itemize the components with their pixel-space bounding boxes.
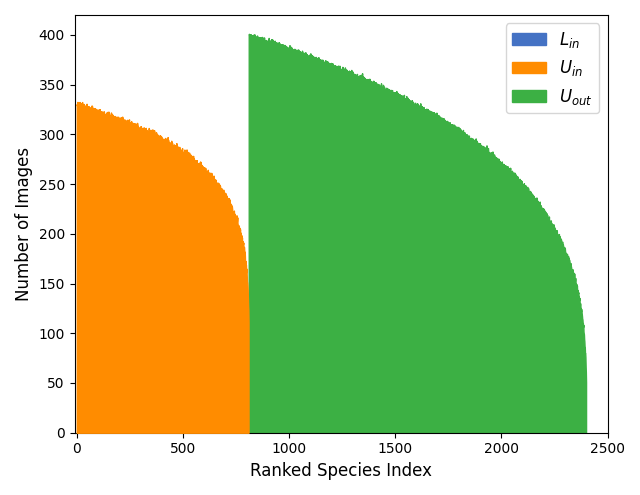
Legend: $L_{in}$, $U_{in}$, $U_{out}$: $L_{in}$, $U_{in}$, $U_{out}$ bbox=[506, 23, 599, 113]
Y-axis label: Number of Images: Number of Images bbox=[15, 147, 33, 301]
X-axis label: Ranked Species Index: Ranked Species Index bbox=[250, 462, 432, 480]
